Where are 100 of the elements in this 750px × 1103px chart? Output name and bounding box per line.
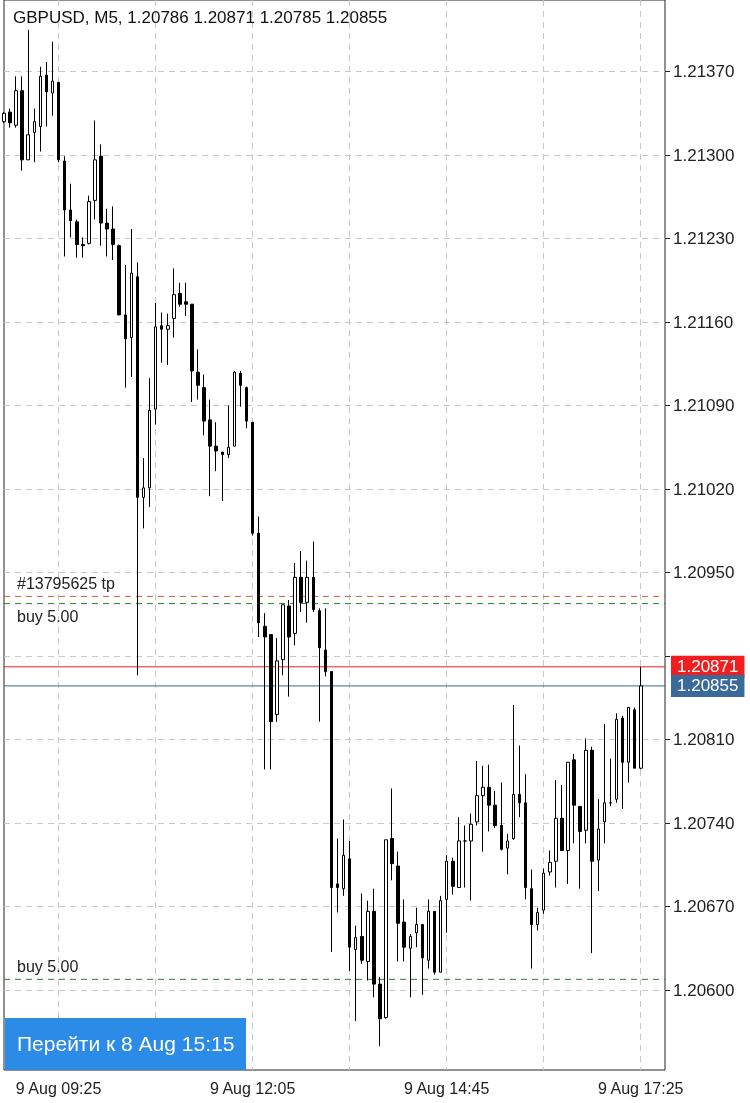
candlestick [427, 898, 430, 970]
candlestick [221, 451, 224, 502]
candlestick [57, 81, 60, 163]
candlestick [439, 895, 442, 973]
candlestick [627, 706, 630, 784]
candlestick [372, 888, 376, 998]
y-tick-label: 1.21160 [673, 312, 734, 332]
candlestick [554, 779, 558, 888]
candlestick [190, 303, 194, 403]
candlestick [348, 840, 351, 972]
candlestick [202, 374, 206, 436]
candlestick [245, 385, 248, 429]
candlestick [548, 850, 552, 877]
candlestick [166, 313, 170, 366]
candlestick [524, 773, 527, 900]
candlestick [69, 183, 72, 238]
candlestick [421, 923, 424, 996]
y-tick-label: 1.20670 [673, 897, 735, 917]
candlestick [178, 282, 182, 308]
x-tick-label: 9 Aug 17:25 [598, 1079, 684, 1097]
candlestick [615, 712, 618, 804]
candlestick [572, 753, 576, 844]
candlestick [154, 302, 157, 426]
candlestick [39, 66, 42, 152]
candlestick [251, 421, 254, 537]
candlestick [366, 900, 370, 982]
candlestick [20, 75, 24, 172]
x-tick-label: 9 Aug 12:05 [209, 1079, 296, 1097]
candlestick [299, 550, 303, 613]
candlestick [566, 761, 570, 885]
candlestick [384, 839, 388, 1020]
candlestick [481, 765, 485, 853]
candlestick [336, 838, 339, 914]
candlestick [518, 745, 521, 818]
candlestick [99, 143, 103, 247]
candlestick [445, 854, 448, 934]
candlestick [14, 75, 18, 129]
candlestick [239, 370, 242, 408]
candlestick [621, 715, 624, 810]
candlestick [354, 925, 357, 1022]
candlestick [536, 907, 539, 931]
x-tick-label: 9 Aug 09:25 [15, 1079, 102, 1097]
candlestick [584, 737, 588, 844]
y-tick-label: 1.21370 [673, 62, 735, 82]
candlestick [172, 267, 176, 339]
candlestick [500, 782, 503, 852]
x-tick-label: 9 Aug 14:45 [403, 1079, 490, 1097]
candlestick [75, 218, 79, 259]
candlestick [603, 723, 606, 844]
candlestick [263, 612, 267, 770]
candlestick [184, 282, 188, 317]
candlestick [409, 933, 412, 998]
candlestick [105, 208, 109, 257]
candlestick [578, 805, 582, 890]
y-tick-label: 1.21230 [673, 229, 735, 249]
candlestick [136, 261, 139, 676]
candlestick [33, 108, 36, 163]
candlestick [111, 205, 115, 261]
candlestick [287, 599, 291, 698]
candlestick [130, 228, 133, 378]
candlestick [457, 816, 461, 888]
candlestick [530, 869, 533, 970]
candlestick [214, 421, 218, 472]
y-tick-label: 1.21020 [673, 479, 735, 499]
candlestick [560, 784, 564, 852]
candlestick [469, 813, 473, 902]
y-tick-label: 1.20950 [673, 563, 735, 583]
y-tick-label: 1.21090 [673, 396, 735, 416]
candlestick [506, 833, 509, 875]
candlestick [590, 746, 594, 954]
candlestick [87, 195, 91, 246]
text: GBPUSD, M5, 1.20786 1.20871 1.20785 1.20855 [13, 8, 388, 27]
candlestick [312, 541, 315, 613]
candlestick [633, 706, 636, 769]
candlestick [81, 236, 85, 259]
candlestick [257, 516, 260, 638]
candlestick [160, 312, 163, 364]
go-to-date-button: Перейти к 8 Aug 15:15 [5, 1018, 247, 1070]
candlestick [117, 244, 121, 316]
candlestick [45, 61, 48, 127]
candlestick [463, 824, 467, 888]
y-tick-label: 1.20600 [673, 980, 735, 1000]
candlestick [233, 370, 236, 447]
candlestick [342, 819, 345, 897]
candlestick [378, 976, 382, 1047]
candlestick [390, 787, 394, 881]
ref-line-label: #13795625 tp [17, 574, 115, 592]
candlestick [8, 108, 12, 129]
candlestick [415, 907, 418, 948]
candlestick [26, 29, 30, 161]
candlestick [2, 111, 6, 124]
candlestick [318, 607, 321, 723]
y-tick-label: 1.21300 [673, 145, 735, 165]
candlestick [93, 119, 97, 220]
candlestick [360, 892, 364, 965]
candlestick [542, 867, 545, 915]
candlestick [196, 349, 200, 401]
candlestick [208, 399, 212, 497]
candlestick [227, 405, 230, 459]
y-tick-label: 1.20740 [673, 813, 735, 833]
